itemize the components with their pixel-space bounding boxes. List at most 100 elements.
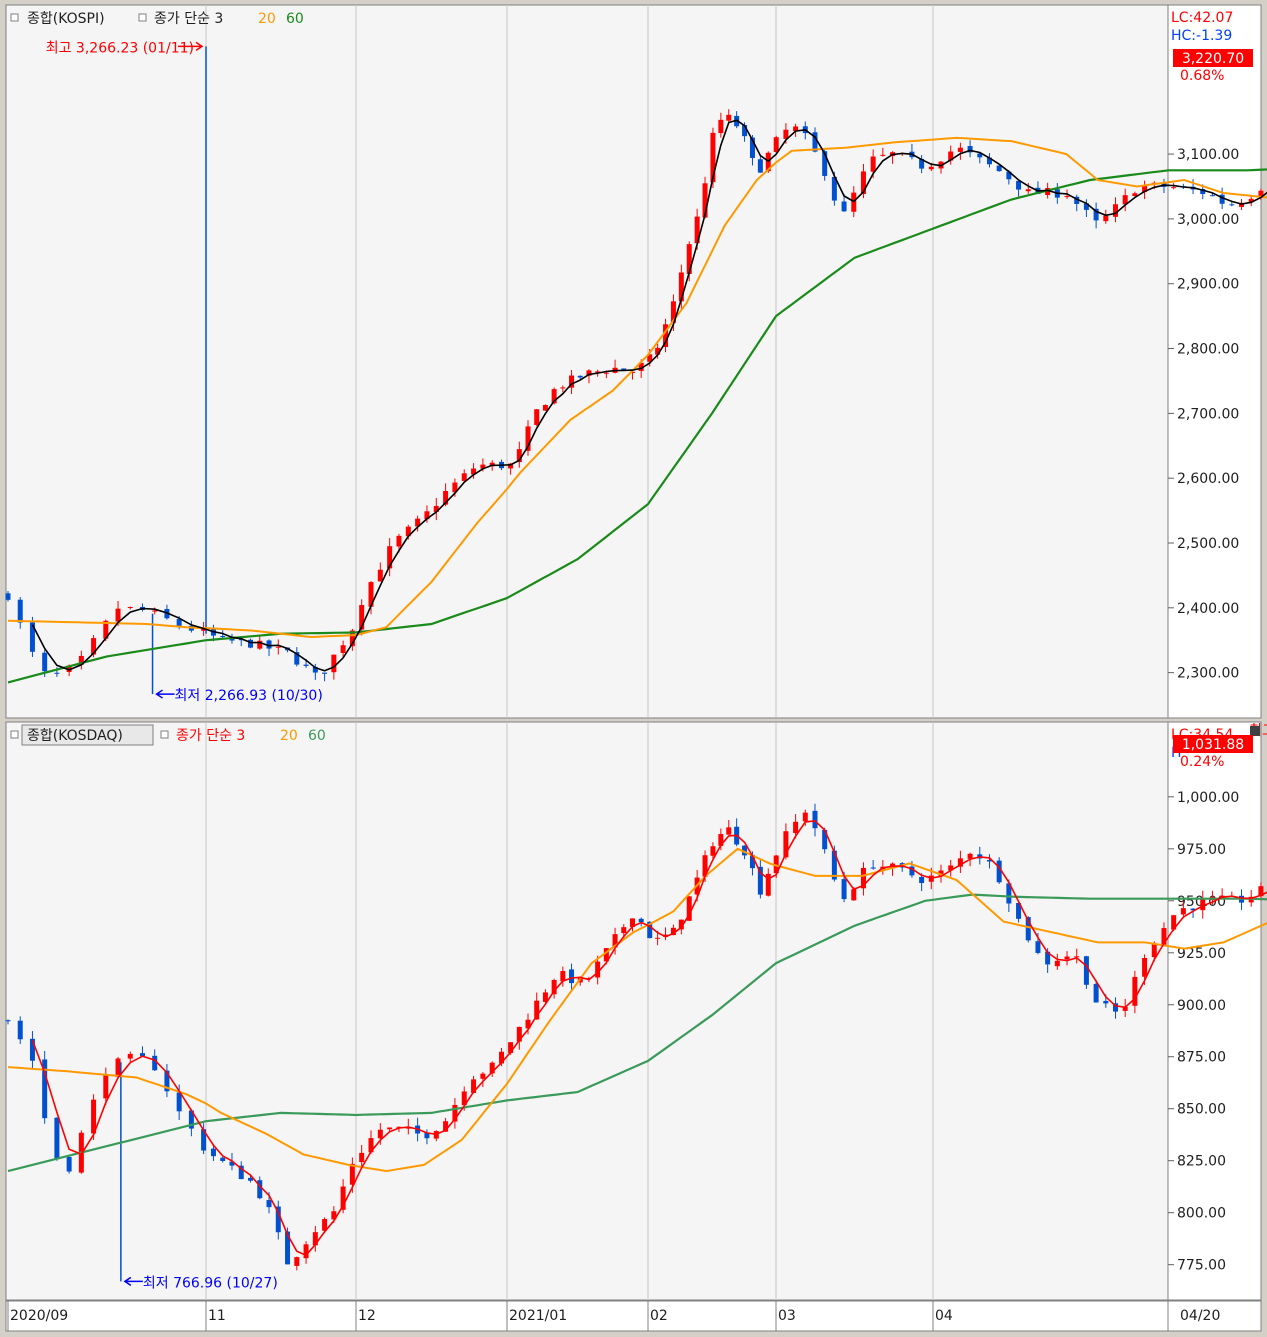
candle-body xyxy=(578,376,583,378)
candle-body xyxy=(1103,216,1108,222)
candle-body xyxy=(604,373,609,374)
candle-body xyxy=(793,822,798,833)
legend-desc: 종가 단순 3 xyxy=(154,11,223,27)
candle-body xyxy=(18,1021,23,1040)
candle-body xyxy=(842,202,847,212)
price-tick-label: 775.00 xyxy=(1177,1258,1226,1274)
x-tick-label: 12 xyxy=(358,1308,376,1324)
candle-body xyxy=(1065,957,1070,960)
legend-box-icon xyxy=(11,731,18,738)
low-annotation: 최저 766.96 (10/27) xyxy=(143,1275,278,1291)
candle-body xyxy=(1210,195,1215,196)
candle-body xyxy=(54,1118,59,1159)
candle-body xyxy=(958,148,963,152)
candle-body xyxy=(1094,984,1099,1003)
candle-body xyxy=(294,1257,299,1266)
lc-readout: LC:42.07 xyxy=(1171,10,1233,26)
candle-body xyxy=(758,159,763,172)
candle-body xyxy=(726,115,731,121)
candle-body xyxy=(803,813,808,822)
candle-body xyxy=(304,665,309,666)
candle-body xyxy=(378,570,383,582)
x-tick-label: 11 xyxy=(208,1308,226,1324)
candle-body xyxy=(919,877,924,883)
candle-body xyxy=(1084,956,1089,985)
candle-body xyxy=(6,593,11,600)
legend-ma60: 60 xyxy=(286,11,304,27)
x-tick-label: 2021/01 xyxy=(509,1308,567,1324)
candle-body xyxy=(880,155,885,156)
candle-body xyxy=(67,1157,72,1172)
legend-ma60: 60 xyxy=(308,728,326,744)
candle-body xyxy=(462,473,467,481)
close-panel-icon xyxy=(1250,726,1260,736)
candle-body xyxy=(1132,977,1137,1006)
candle-body xyxy=(267,1200,272,1207)
candle-body xyxy=(871,157,876,172)
candle-body xyxy=(560,387,565,388)
price-tick-label: 2,800.00 xyxy=(1177,342,1239,358)
last-change: 0.68% xyxy=(1180,68,1224,84)
candle-body xyxy=(851,889,856,900)
price-tick-label: 3,000.00 xyxy=(1177,212,1239,228)
candle-body xyxy=(350,1164,355,1185)
candle-body xyxy=(718,120,723,133)
candle-body xyxy=(534,409,539,425)
candle-body xyxy=(726,827,731,834)
candle-body xyxy=(103,1075,108,1098)
candle-body xyxy=(1152,944,1157,957)
candle-body xyxy=(116,609,121,622)
candle-body xyxy=(54,673,59,674)
price-tick-label: 3,100.00 xyxy=(1177,147,1239,163)
legend-box-icon xyxy=(11,14,18,21)
candle-body xyxy=(387,1127,392,1129)
legend-ma20: 20 xyxy=(258,11,276,27)
candle-body xyxy=(341,645,346,653)
candle-body xyxy=(6,1020,11,1021)
candle-body xyxy=(1142,958,1147,977)
candle-body xyxy=(220,636,225,637)
price-tick-label: 875.00 xyxy=(1177,1050,1226,1066)
last-price: 1,031.88 xyxy=(1182,737,1244,753)
candle-body xyxy=(1026,189,1031,191)
low-annotation: 최저 2,266.93 (10/30) xyxy=(175,688,323,704)
candle-body xyxy=(42,653,47,671)
candle-body xyxy=(639,919,644,922)
candle-body xyxy=(128,1054,133,1059)
candle-body xyxy=(569,969,574,983)
legend-name: 종합(KOSDAQ) xyxy=(27,728,123,744)
price-tick-label: 1,000.00 xyxy=(1177,790,1239,806)
candle-body xyxy=(322,673,327,674)
candle-body xyxy=(1016,181,1021,190)
legend-box-icon xyxy=(139,14,146,21)
candle-body xyxy=(1055,961,1060,966)
price-tick-label: 825.00 xyxy=(1177,1154,1226,1170)
price-tick-label: 2,700.00 xyxy=(1177,406,1239,422)
candle-body xyxy=(152,611,157,612)
x-tick-label: 02 xyxy=(650,1308,668,1324)
legend-desc: 종가 단순 3 xyxy=(176,728,245,744)
candle-body xyxy=(1229,204,1234,205)
panel-kospi: 2,300.002,400.002,500.002,600.002,700.00… xyxy=(6,5,1267,718)
x-tick-label: 04 xyxy=(935,1308,953,1324)
legend-box-icon xyxy=(161,731,168,738)
legend-name: 종합(KOSPI) xyxy=(27,11,105,27)
candle-body xyxy=(710,846,715,856)
price-tick-label: 2,300.00 xyxy=(1177,666,1239,682)
candle-body xyxy=(396,536,401,547)
last-price: 3,220.70 xyxy=(1182,51,1244,67)
price-tick-label: 900.00 xyxy=(1177,998,1226,1014)
candle-body xyxy=(842,879,847,899)
candle-body xyxy=(276,647,281,648)
candle-body xyxy=(1171,187,1176,188)
candle-body xyxy=(359,1153,364,1162)
candle-body xyxy=(621,927,626,933)
price-tick-label: 2,400.00 xyxy=(1177,601,1239,617)
candle-body xyxy=(687,244,692,274)
candle-body xyxy=(177,1093,182,1112)
candle-body xyxy=(1065,196,1070,197)
candle-body xyxy=(774,137,779,152)
candle-body xyxy=(929,167,934,169)
